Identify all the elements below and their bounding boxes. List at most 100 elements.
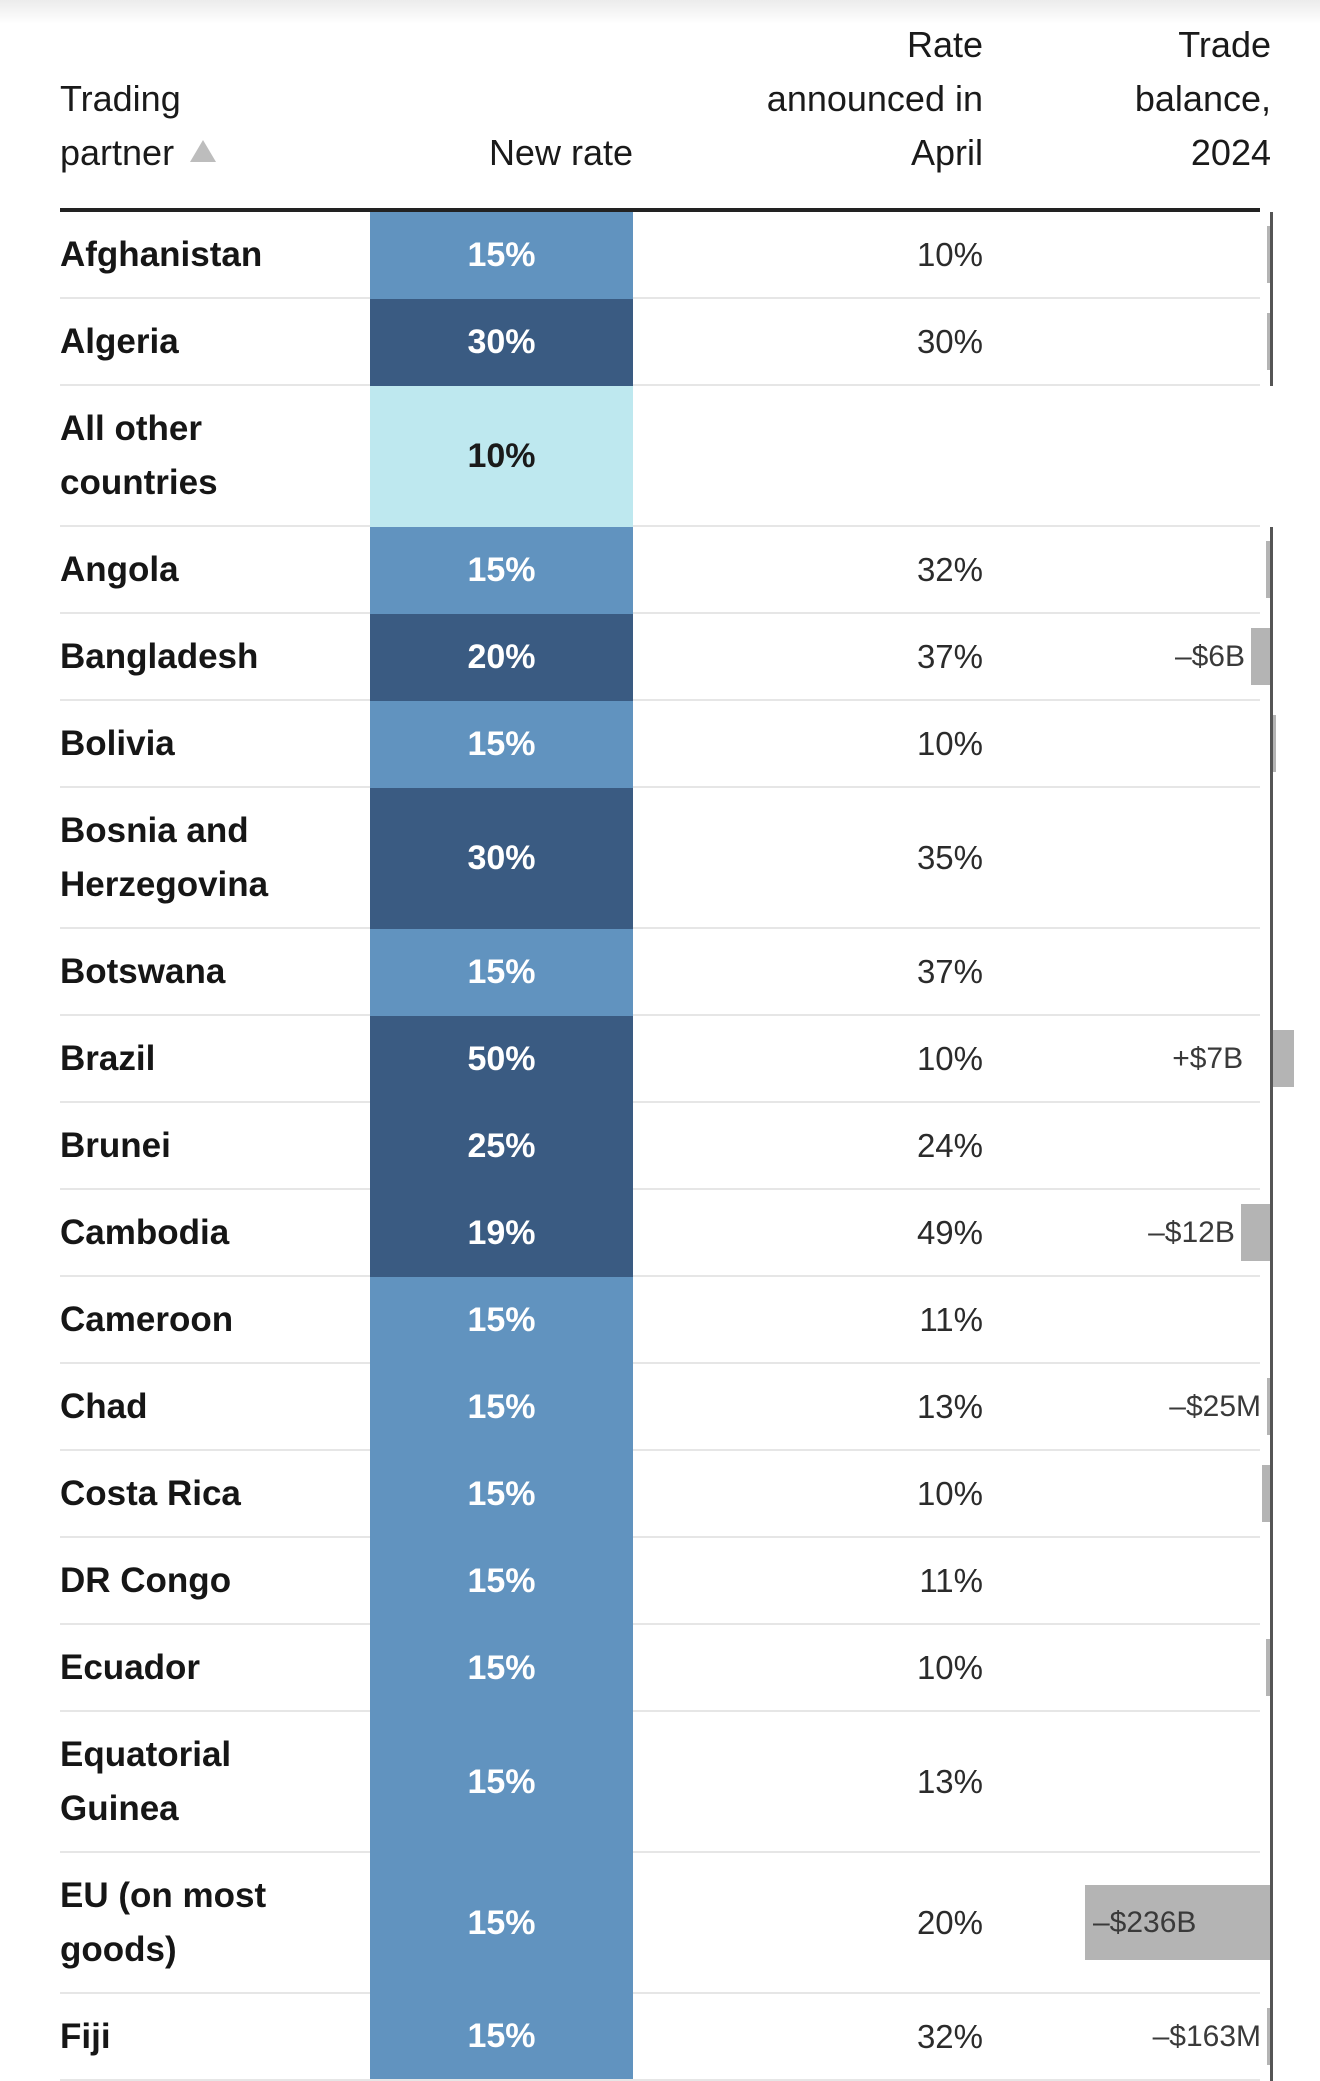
trade-balance-label: –$12B [1148, 1215, 1235, 1249]
trade-balance-cell [983, 212, 1273, 299]
april-rate-cell: 11% [919, 1561, 983, 1599]
partner-label: Algeria [60, 321, 179, 361]
trade-balance-cell [983, 1451, 1273, 1538]
partner-label: Costa Rica [60, 1473, 241, 1513]
trade-axis [1270, 929, 1273, 1016]
trade-balance-cell [983, 1625, 1273, 1712]
april-rate-cell: 10% [916, 1648, 983, 1686]
header-trading-partner-label: Trading partner [60, 78, 181, 173]
header-trade-balance[interactable]: Trade balance, 2024 [1134, 24, 1271, 173]
partner-name: Chad [60, 1364, 360, 1449]
partner-name: Cambodia [60, 1190, 360, 1275]
trade-axis [1270, 1451, 1273, 1538]
trade-axis [1270, 788, 1273, 929]
table-header: Trading partner New rate Rate announced in… [60, 0, 1271, 212]
partner-name: Brazil [60, 1016, 360, 1101]
partner-label: All other countries [60, 408, 218, 502]
partner-label: Bosnia and Herzegovina [60, 810, 269, 904]
trade-axis [1270, 1853, 1273, 1994]
trade-balance-bar [1273, 1030, 1294, 1087]
partner-name: Ecuador [60, 1625, 360, 1710]
trade-balance-cell: –$6B [983, 614, 1273, 701]
partner-label: Cameroon [60, 1299, 234, 1339]
partner-label: Ecuador [60, 1647, 201, 1687]
partner-label: Bangladesh [60, 636, 259, 676]
trade-balance-bar [1265, 1639, 1270, 1696]
trade-axis [1270, 212, 1273, 299]
partner-name: Costa Rica [60, 1451, 360, 1536]
april-rate-cell: 30% [916, 322, 983, 360]
trade-balance-bar [1267, 1378, 1270, 1435]
table-row: Bolivia 15% 10% [60, 701, 1276, 788]
trade-axis [1270, 614, 1273, 701]
table-row: All other countries 10% [60, 386, 1260, 527]
trade-balance-cell [983, 788, 1273, 929]
new-rate-cell: 15% [370, 1538, 633, 1625]
header-trading-partner[interactable]: Trading partner [60, 72, 340, 180]
new-rate-cell: 15% [370, 1364, 633, 1451]
partner-name: Botswana [60, 929, 360, 1014]
table-row: Botswana 15% 37% [60, 929, 1273, 1016]
new-rate-cell: 15% [370, 212, 633, 299]
trade-balance-bar [1251, 628, 1270, 685]
trade-balance-cell [983, 1103, 1273, 1190]
new-rate-cell: 19% [370, 1190, 633, 1277]
trade-balance-label: –$163M [1152, 2019, 1261, 2053]
trade-balance-cell [983, 299, 1273, 386]
trade-axis [1270, 701, 1273, 788]
april-rate-cell: 10% [916, 235, 983, 273]
table-row: Cameroon 15% 11% [60, 1277, 1273, 1364]
partner-label: Brazil [60, 1038, 156, 1078]
trade-balance-label: –$6B [1174, 639, 1246, 673]
partner-label: Brunei [60, 1125, 171, 1165]
trade-axis [1270, 299, 1273, 386]
table-row: Costa Rica 15% 10% [60, 1451, 1273, 1538]
trade-axis [1270, 1016, 1273, 1103]
trade-balance-bar [1267, 313, 1270, 370]
table-row: Bosnia and Herzegovina 30% 35% [60, 788, 1273, 929]
trade-balance-cell: +$7B [983, 1016, 1294, 1103]
new-rate-cell: 15% [370, 1625, 633, 1712]
table-row: DR Congo 15% 11% [60, 1538, 1273, 1625]
new-rate-cell: 10% [370, 386, 633, 527]
partner-label: Chad [60, 1386, 148, 1426]
partner-label: Angola [60, 549, 179, 589]
header-new-rate[interactable]: New rate [488, 132, 633, 173]
april-rate-cell: 32% [916, 550, 983, 588]
header-rule [60, 208, 1260, 212]
trade-axis [1270, 1538, 1273, 1625]
trade-balance-bar [1085, 1885, 1270, 1960]
april-rate-cell [633, 386, 983, 525]
trade-balance-cell: –$25M [983, 1364, 1273, 1451]
trade-balance-cell [983, 1712, 1273, 1853]
trade-balance-label: –$25M [1169, 1389, 1261, 1423]
table-row: Bangladesh 20% 37% –$6B [60, 614, 1273, 701]
table-row: Afghanistan 15% 10% [60, 212, 1273, 299]
table-row: EU (on most goods) 15% 20% –$236B [60, 1853, 1273, 1994]
april-rate-cell: 10% [916, 1474, 983, 1512]
header-april-rate[interactable]: Rate announced in April [766, 24, 983, 173]
sort-ascending-icon[interactable] [190, 140, 217, 162]
partner-name: EU (on most goods) [60, 1853, 360, 1992]
new-rate-cell: 15% [370, 1853, 633, 1994]
april-rate-cell: 24% [916, 1126, 983, 1164]
partner-label: Cambodia [60, 1212, 230, 1252]
trade-axis [1270, 1277, 1273, 1364]
trade-balance-cell [983, 929, 1273, 1016]
trade-balance-bar [1267, 226, 1270, 283]
april-rate-cell: 13% [916, 1762, 983, 1800]
partner-name: Bangladesh [60, 614, 360, 699]
trade-axis [1270, 1994, 1273, 2081]
partner-name: Angola [60, 527, 360, 612]
partner-label: EU (on most goods) [60, 1875, 267, 1969]
trade-balance-cell [983, 701, 1276, 788]
trade-balance-cell: –$163M [983, 1994, 1273, 2081]
trade-balance-bar [1240, 1204, 1270, 1261]
table-row: Chad 15% 13% –$25M [60, 1364, 1273, 1451]
new-rate-cell: 30% [370, 299, 633, 386]
trade-balance-label: +$7B [1172, 1041, 1244, 1075]
april-rate-cell: 32% [916, 2017, 983, 2055]
trade-axis [1270, 1625, 1273, 1712]
top-shade [0, 0, 1320, 24]
trade-axis [1270, 1712, 1273, 1853]
